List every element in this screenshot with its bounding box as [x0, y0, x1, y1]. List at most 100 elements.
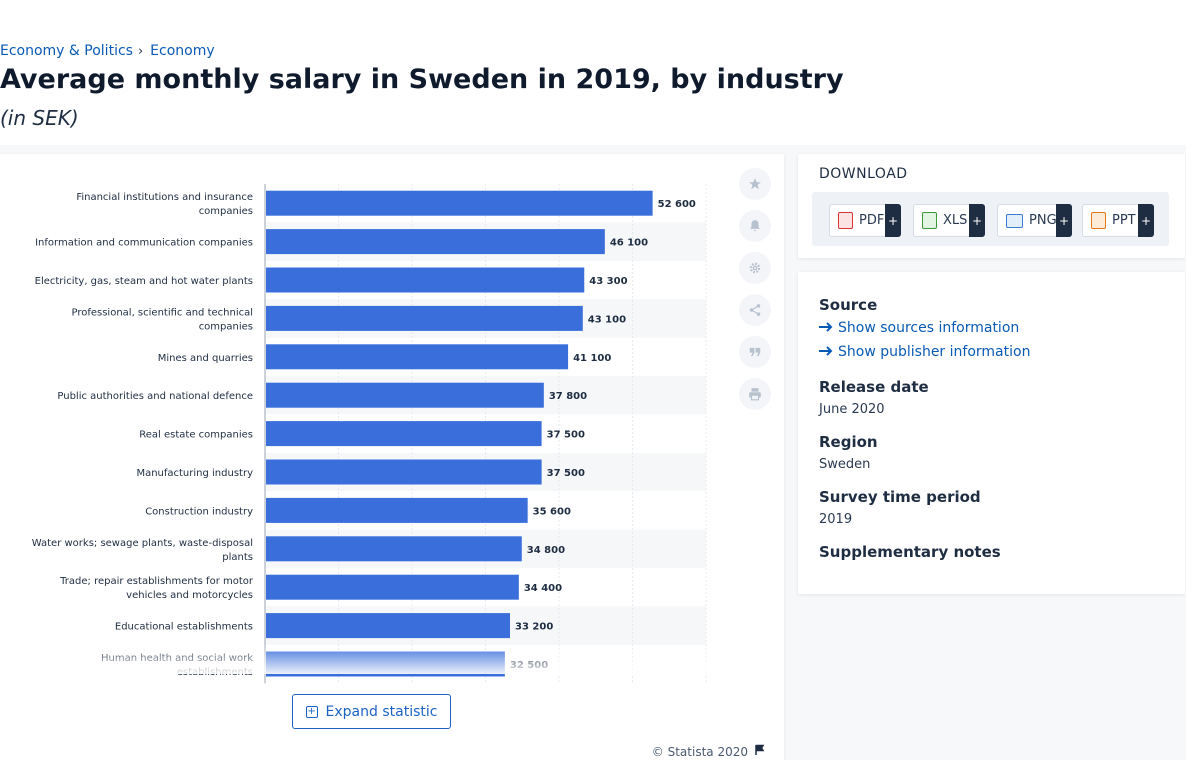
expand-statistic-label: Expand statistic: [326, 704, 438, 720]
download-xls-label: XLS: [943, 213, 967, 228]
chart-toolbar: [739, 168, 771, 420]
data-label: 37 500: [547, 468, 585, 479]
statistic-info-panel: Source Show sources information Show pub…: [798, 272, 1185, 594]
bar-chart: 52 600 Financial institutions and insuran…: [0, 184, 730, 684]
category-label: Construction industry: [145, 506, 253, 517]
data-label: 34 400: [524, 583, 562, 594]
share-button[interactable]: [739, 294, 771, 326]
region-label: Region: [819, 433, 878, 451]
plus-square-icon: +: [306, 706, 318, 718]
category-label: Educational establishments: [115, 622, 253, 633]
category-label: plants: [222, 552, 253, 563]
release-date-label: Release date: [819, 378, 929, 396]
print-icon: [748, 387, 762, 401]
breadcrumb-separator: ›: [138, 44, 143, 59]
download-ppt-label: PPT: [1112, 213, 1136, 228]
expand-statistic-button[interactable]: + Expand statistic: [292, 694, 451, 729]
download-panel: DOWNLOAD PDF + XLS + PNG + PPT +: [798, 154, 1185, 258]
ppt-file-icon: [1091, 212, 1106, 229]
category-label: companies: [199, 206, 253, 217]
copyright-text: © Statista 2020: [652, 745, 748, 759]
data-label: 52 600: [658, 199, 696, 210]
share-icon: [748, 303, 762, 317]
xls-file-icon: [922, 212, 937, 229]
pdf-file-icon: [838, 212, 853, 229]
download-xls-button[interactable]: XLS +: [913, 204, 985, 237]
survey-period-value: 2019: [819, 512, 852, 527]
supplementary-notes-label: Supplementary notes: [819, 543, 1001, 561]
data-label: 37 800: [549, 391, 587, 402]
category-label: Electricity, gas, steam and hot water pl…: [35, 276, 253, 287]
show-sources-label: Show sources information: [838, 320, 1019, 336]
notification-button[interactable]: [739, 210, 771, 242]
survey-period-label: Survey time period: [819, 488, 981, 506]
plus-icon: +: [969, 204, 985, 237]
category-label: Water works; sewage plants, waste-dispos…: [32, 538, 253, 549]
data-label: 43 300: [589, 276, 627, 287]
bell-icon: [748, 219, 762, 233]
quote-icon: [748, 345, 762, 359]
png-image-icon: [1006, 214, 1023, 228]
category-label: companies: [199, 321, 253, 332]
category-label: Manufacturing industry: [136, 468, 253, 479]
arrow-right-icon: [819, 344, 833, 360]
gear-icon: [748, 261, 762, 275]
region-value: Sweden: [819, 457, 870, 472]
show-sources-link[interactable]: Show sources information: [819, 320, 1019, 336]
breadcrumb-economy[interactable]: Economy: [150, 43, 214, 59]
breadcrumb-economy-politics[interactable]: Economy & Politics: [0, 43, 133, 59]
bar: [266, 306, 583, 331]
chart-fade-overlay: [0, 644, 720, 674]
category-label: Public authorities and national defence: [57, 391, 253, 402]
category-label: Trade; repair establishments for motor: [59, 576, 254, 587]
bar: [266, 421, 542, 446]
data-label: 43 100: [588, 314, 626, 325]
download-png-label: PNG: [1029, 213, 1057, 228]
show-publisher-link[interactable]: Show publisher information: [819, 344, 1030, 360]
data-label: 33 200: [515, 622, 553, 633]
data-label: 41 100: [573, 353, 611, 364]
print-button[interactable]: [739, 378, 771, 410]
download-buttons: PDF + XLS + PNG + PPT +: [812, 192, 1169, 246]
page-title: Average monthly salary in Sweden in 2019…: [0, 64, 844, 95]
show-publisher-label: Show publisher information: [838, 344, 1030, 360]
data-label: 35 600: [533, 506, 571, 517]
flag-icon[interactable]: [754, 744, 766, 759]
download-title: DOWNLOAD: [819, 166, 908, 182]
page-subtitle: (in SEK): [0, 106, 79, 130]
bar: [266, 383, 544, 408]
plus-icon: +: [1056, 204, 1072, 237]
download-ppt-button[interactable]: PPT +: [1082, 204, 1154, 237]
category-label: vehicles and motorcycles: [126, 590, 253, 601]
category-label: Mines and quarries: [158, 353, 253, 364]
download-pdf-label: PDF: [859, 213, 884, 228]
category-label: Financial institutions and insurance: [76, 192, 253, 203]
release-date-value: June 2020: [819, 402, 885, 417]
favorite-button[interactable]: [739, 168, 771, 200]
bar: [266, 536, 522, 561]
category-label: Professional, scientific and technical: [71, 307, 253, 318]
arrow-right-icon: [819, 320, 833, 336]
category-label: Real estate companies: [139, 430, 253, 441]
data-label: 34 800: [527, 545, 565, 556]
category-label: Information and communication companies: [35, 238, 253, 249]
settings-button[interactable]: [739, 252, 771, 284]
breadcrumb: Economy & Politics › Economy: [0, 43, 215, 59]
bar: [266, 460, 542, 485]
source-label: Source: [819, 296, 877, 314]
plus-icon: +: [1138, 204, 1154, 237]
bar: [266, 613, 510, 638]
bar: [266, 229, 605, 254]
copyright: © Statista 2020: [652, 744, 766, 759]
bar: [266, 268, 584, 293]
data-label: 37 500: [547, 430, 585, 441]
bar: [266, 575, 519, 600]
data-label: 46 100: [610, 238, 648, 249]
chart-card: 52 600 Financial institutions and insuran…: [0, 154, 784, 760]
bar: [266, 344, 568, 369]
star-icon: [748, 177, 762, 191]
plus-icon: +: [885, 204, 901, 237]
download-png-button[interactable]: PNG +: [997, 204, 1072, 237]
cite-button[interactable]: [739, 336, 771, 368]
download-pdf-button[interactable]: PDF +: [829, 204, 901, 237]
